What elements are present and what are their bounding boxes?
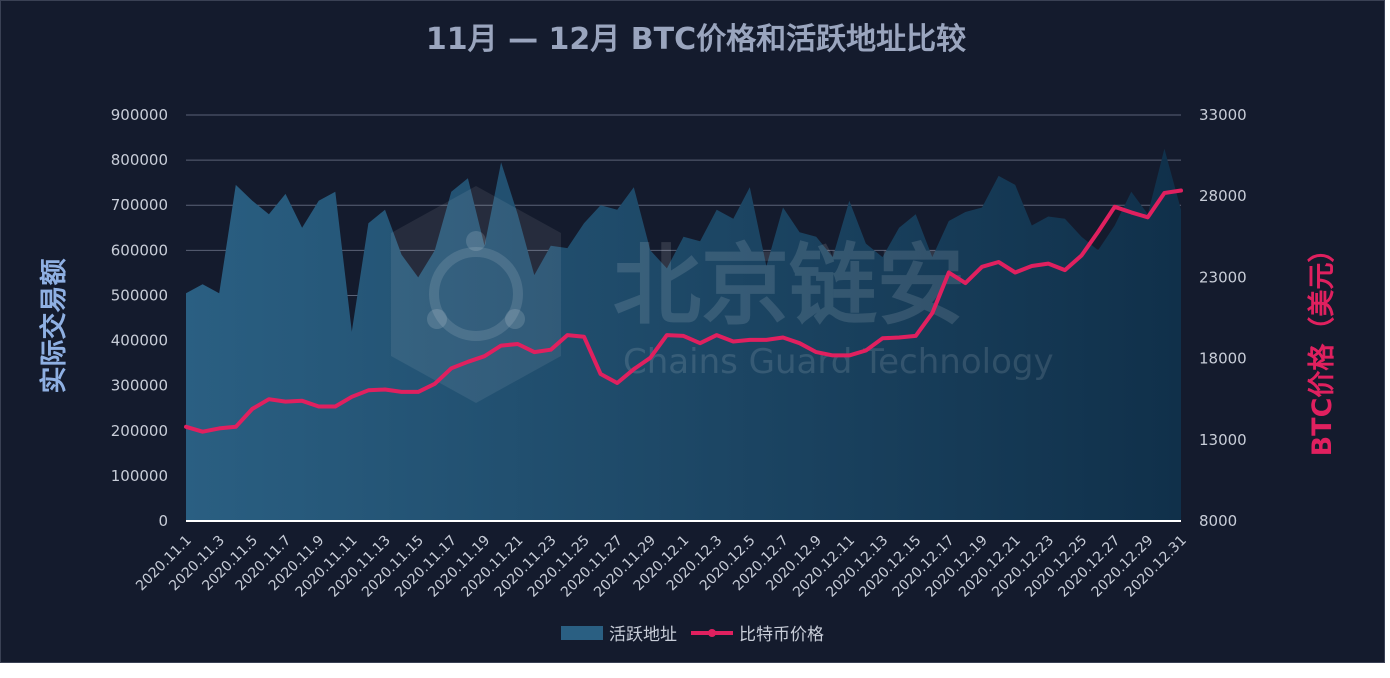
watermark-logo-node-right (505, 309, 525, 329)
line-series-layer (184, 188, 1183, 434)
y-left-tick-label: 300000 (111, 377, 168, 395)
watermark-logo-node-top (466, 231, 486, 251)
watermark: 北京链安 Chains Guard Technology (391, 186, 1054, 403)
y-left-tick-label: 500000 (111, 286, 168, 304)
watermark-logo-node-left (427, 309, 447, 329)
line-series-比特币价格 (184, 188, 1183, 434)
legend-area-label: 活跃地址 (609, 625, 677, 645)
y-right-tick-label: 18000 (1199, 350, 1247, 368)
y-right-tick-label: 33000 (1199, 106, 1247, 124)
watermark-en: Chains Guard Technology (623, 342, 1054, 382)
legend-area-swatch (561, 626, 603, 640)
y-right-tick-label: 28000 (1199, 187, 1247, 205)
watermark-cn: 北京链安 (613, 234, 965, 337)
y-left-tick-label: 100000 (111, 467, 168, 485)
y-left-tick-label: 700000 (111, 196, 168, 214)
y-left-tick-label: 600000 (111, 241, 168, 259)
y-left-tick-label: 800000 (111, 151, 168, 169)
chart-title: 11月 — 12月 BTC价格和活跃地址比较 (426, 22, 966, 57)
y-axis-left-label: 实际交易额 (38, 259, 70, 394)
y-right-tick-label: 8000 (1199, 512, 1237, 530)
y-right-tick-label: 23000 (1199, 268, 1247, 286)
y-left-tick-label: 200000 (111, 422, 168, 440)
y-right-tick-label: 13000 (1199, 431, 1247, 449)
watermark-logo-hex (391, 186, 561, 403)
legend-line-marker (708, 629, 716, 637)
watermark-logo-node (429, 247, 523, 341)
chart-frame: 11月 — 12月 BTC价格和活跃地址比较 实际交易额 BTC价格（美元） 北… (0, 0, 1385, 663)
y-left-tick-label: 0 (158, 512, 168, 530)
legend: 活跃地址 比特币价格 (561, 625, 824, 645)
legend-line-label: 比特币价格 (739, 625, 824, 645)
y-left-tick-label: 900000 (111, 106, 168, 124)
y-left-tick-label: 400000 (111, 332, 168, 350)
chart-svg: 11月 — 12月 BTC价格和活跃地址比较 实际交易额 BTC价格（美元） 北… (38, 22, 1338, 645)
y-axis-right-label: BTC价格（美元） (1306, 236, 1338, 457)
